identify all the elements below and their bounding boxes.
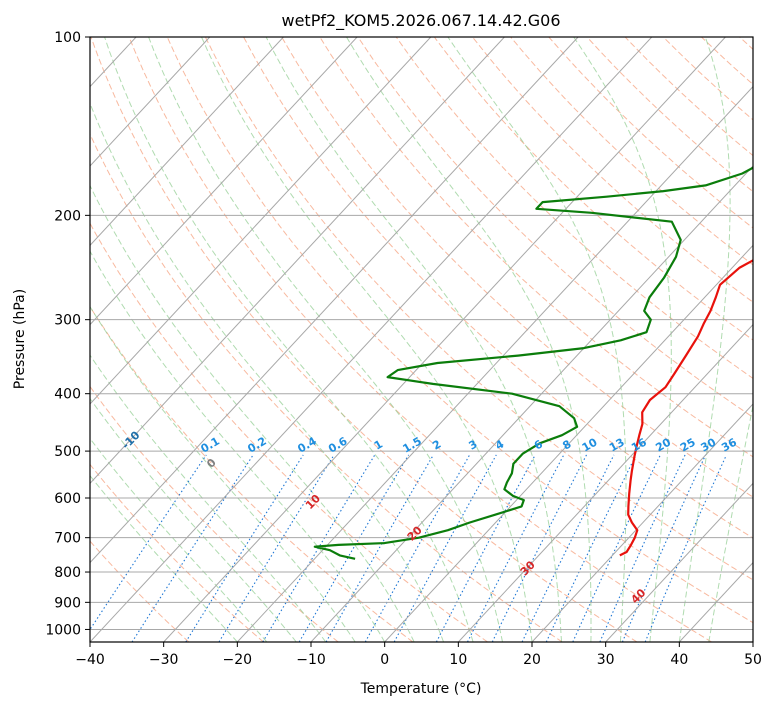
dry-adiabat-line bbox=[128, 37, 712, 642]
isotherm-gridline bbox=[457, 323, 753, 642]
mixing-ratio-line bbox=[545, 454, 637, 642]
isotherm-gridline bbox=[605, 482, 753, 642]
isotherm-gridline bbox=[236, 85, 753, 642]
isotherm-gridline bbox=[310, 165, 753, 642]
isotherm-gridline bbox=[384, 244, 753, 642]
isotherm-gridline bbox=[163, 37, 726, 642]
moist-adiabat-line bbox=[90, 184, 415, 642]
x-tick-label: 40 bbox=[670, 652, 688, 668]
moist-adiabat-line bbox=[90, 397, 297, 642]
moist-adiabat-line bbox=[200, 37, 533, 642]
mixing-ratio-line bbox=[521, 454, 615, 642]
y-tick-label: 800 bbox=[54, 565, 81, 581]
isotherm-gridline bbox=[90, 37, 653, 642]
dry-adiabat-line bbox=[90, 222, 488, 642]
dry-adiabat-line bbox=[510, 37, 753, 266]
plot-frame bbox=[89, 36, 754, 643]
dry-adiabat-line bbox=[624, 37, 753, 157]
skewed-isotherms bbox=[0, 37, 753, 642]
dry-adiabat-line bbox=[90, 37, 638, 642]
moist-adiabat-line bbox=[90, 250, 386, 642]
dry-adiabat-line bbox=[243, 37, 753, 539]
x-tick-label: 20 bbox=[523, 652, 541, 668]
dry-adiabat-line bbox=[204, 37, 753, 581]
mixing-ratio-line bbox=[185, 454, 304, 642]
isotherm-gridline bbox=[90, 37, 284, 247]
sounding-profiles bbox=[313, 166, 753, 560]
mixing-ratio-line bbox=[393, 454, 497, 642]
dry-adiabat-line bbox=[90, 385, 339, 642]
y-axis-ticks: 1000 900 800 700 600 500 400 300 200 100 bbox=[45, 30, 90, 638]
isotherm-gridline bbox=[90, 37, 358, 326]
dry-adiabat-line bbox=[586, 37, 753, 193]
moist-adiabat-line bbox=[90, 474, 238, 642]
y-tick-label: 700 bbox=[54, 531, 81, 547]
moist-adiabat-line bbox=[90, 305, 356, 642]
isotherm-gridline bbox=[0, 37, 62, 642]
dry-adiabat-line bbox=[548, 37, 753, 229]
x-tick-label: −20 bbox=[223, 652, 253, 668]
y-tick-label: 400 bbox=[54, 387, 81, 403]
mixing-ratio-line bbox=[218, 454, 335, 642]
chart-title: wetPf2_KOM5.2026.067.14.42.G06 bbox=[281, 11, 560, 31]
y-tick-label: 600 bbox=[54, 491, 81, 507]
moist-adiabats bbox=[90, 37, 753, 642]
dry-adiabat-line bbox=[357, 37, 753, 418]
x-tick-label: 50 bbox=[744, 652, 762, 668]
moist-adiabat-line bbox=[148, 37, 503, 642]
y-tick-label: 200 bbox=[54, 208, 81, 224]
isotherm-gridline bbox=[90, 37, 432, 405]
y-tick-label: 900 bbox=[54, 595, 81, 611]
dry-adiabat-line bbox=[90, 463, 264, 642]
y-tick-label: 500 bbox=[54, 444, 81, 460]
isobar-gridlines bbox=[90, 37, 753, 630]
y-tick-label: 300 bbox=[54, 313, 81, 329]
dry-adiabat-line bbox=[433, 37, 753, 341]
dry-adiabat-line bbox=[90, 132, 563, 642]
temperature-line bbox=[619, 259, 753, 557]
mixing-ratio-line bbox=[131, 454, 254, 642]
x-tick-label: −40 bbox=[75, 652, 105, 668]
dry-adiabat-line bbox=[395, 37, 753, 379]
mixing-ratio-line bbox=[298, 454, 410, 642]
moist-adiabat-line bbox=[345, 37, 592, 642]
isotherm-gridline bbox=[752, 641, 753, 642]
x-tick-label: −10 bbox=[296, 652, 326, 668]
isotherm-gridline bbox=[90, 37, 211, 167]
x-tick-label: 0 bbox=[380, 652, 389, 668]
mixing-ratio-line bbox=[491, 454, 587, 642]
dry-adiabat-line bbox=[166, 37, 753, 624]
moist-adiabat-line bbox=[447, 37, 627, 642]
plot-background bbox=[90, 37, 753, 642]
dry-adiabat-label: -20 bbox=[31, 388, 54, 411]
x-axis-ticks: −40 −30 −20 −10 0 10 20 30 40 50 bbox=[75, 642, 762, 668]
moist-adiabat-line bbox=[90, 102, 445, 642]
x-tick-label: 10 bbox=[449, 652, 467, 668]
x-tick-label: 30 bbox=[597, 652, 615, 668]
y-tick-label: 100 bbox=[54, 30, 81, 46]
moist-adiabat-line bbox=[573, 37, 672, 642]
moist-adiabat-line bbox=[104, 37, 474, 642]
mixing-ratio-line bbox=[90, 454, 207, 631]
mixing-ratio-line bbox=[467, 454, 565, 642]
isotherm-gridline bbox=[531, 403, 753, 642]
moist-adiabat-line bbox=[265, 37, 562, 642]
dewpoint-line bbox=[313, 166, 753, 560]
mixing-ratio-line bbox=[435, 454, 536, 642]
y-axis-label: Pressure (hPa) bbox=[12, 289, 28, 389]
isotherm-gridline bbox=[90, 37, 505, 485]
y-tick-label: 1000 bbox=[45, 622, 81, 638]
dry-adiabat-line bbox=[281, 37, 753, 498]
x-axis-label: Temperature (°C) bbox=[360, 681, 482, 697]
x-tick-label: −30 bbox=[149, 652, 179, 668]
dry-adiabat-line bbox=[319, 37, 753, 458]
dry-adiabats bbox=[90, 37, 753, 642]
moist-adiabat-line bbox=[708, 402, 753, 642]
isotherm-gridline bbox=[90, 37, 579, 564]
